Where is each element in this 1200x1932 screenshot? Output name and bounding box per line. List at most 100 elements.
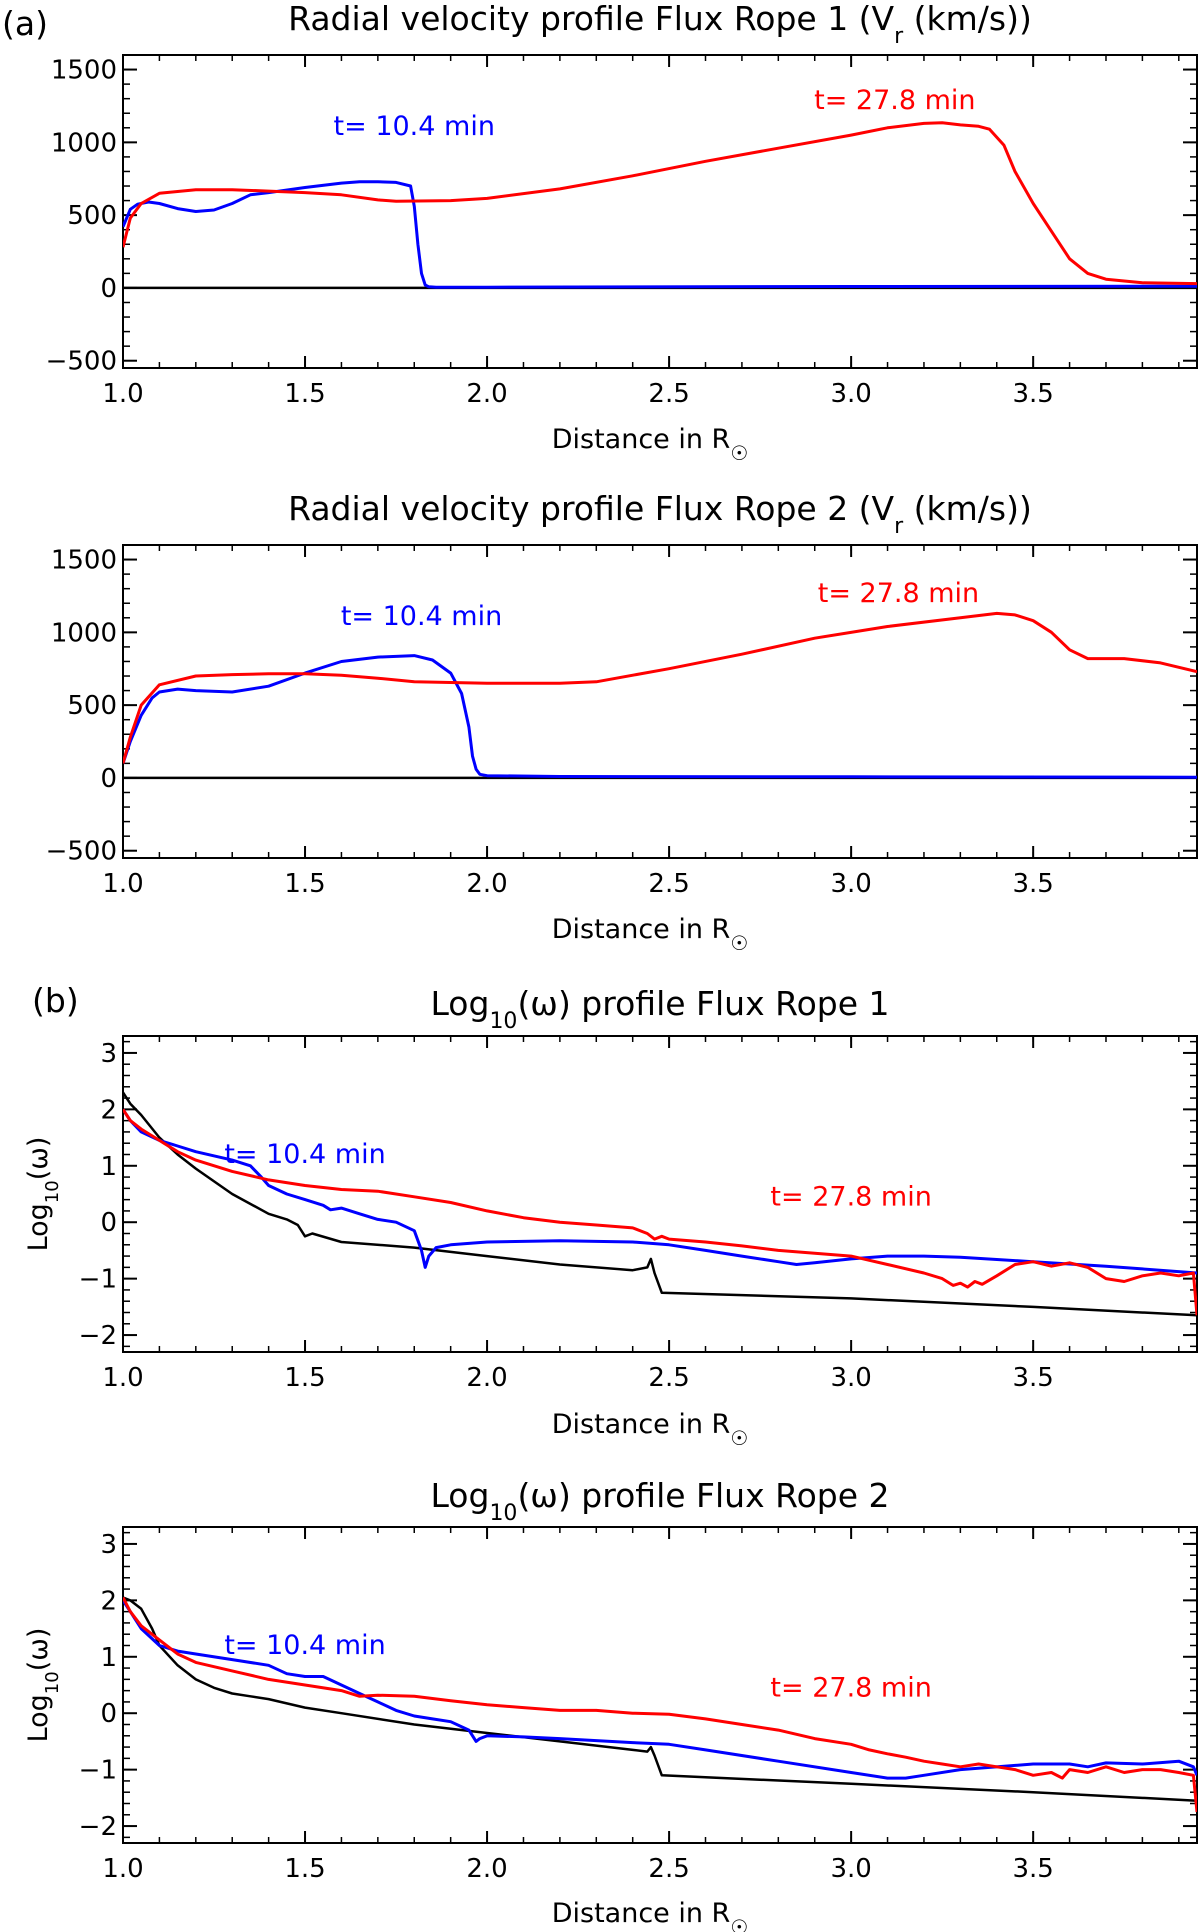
x-axis-label-sun-symbol: ☉ — [730, 1426, 748, 1450]
series-line-baseline — [123, 1596, 1197, 1802]
y-axis-label-main: Log — [23, 1203, 54, 1251]
x-tick-label: 2.0 — [466, 1854, 507, 1884]
y-tick-label: 3 — [100, 1039, 117, 1069]
y-tick-label: 0 — [100, 274, 117, 304]
chart-title-main: Log — [430, 984, 489, 1023]
annotation-early: t= 10.4 min — [224, 1630, 385, 1661]
series-line-late — [123, 611, 1197, 764]
y-tick-label: 1000 — [51, 618, 117, 648]
x-tick-label: 2.5 — [648, 1854, 689, 1884]
y-tick-label: −1 — [79, 1756, 117, 1786]
chart-title-subscript: r — [894, 24, 904, 49]
y-tick-label: 1 — [100, 1152, 117, 1182]
y-axis-label: Log10(ω) — [23, 1628, 63, 1743]
x-axis-label-text: Distance in R — [552, 1409, 731, 1440]
chart-title: Log10(ω) profile Flux Rope 2 — [430, 1476, 889, 1526]
series-line-late — [123, 1108, 1197, 1316]
x-axis-label: Distance in R☉ — [552, 424, 749, 465]
x-tick-label: 3.5 — [1012, 379, 1053, 409]
x-tick-label: 2.5 — [648, 869, 689, 899]
y-tick-label: 1500 — [51, 546, 117, 576]
y-axis-label: Log10(ω) — [23, 1137, 63, 1252]
y-tick-label: 1000 — [51, 128, 117, 158]
y-tick-label: 0 — [100, 1208, 117, 1238]
x-tick-label: 1.0 — [102, 869, 143, 899]
chart-title-subscript: 10 — [489, 1009, 517, 1034]
x-axis-label-text: Distance in R — [552, 914, 731, 945]
annotation-early: t= 10.4 min — [334, 111, 495, 142]
x-tick-label: 1.5 — [284, 1854, 325, 1884]
y-tick-label: 2 — [100, 1586, 117, 1616]
y-tick-label: 0 — [100, 1699, 117, 1729]
y-tick-label: −500 — [46, 837, 117, 867]
x-tick-label: 3.0 — [830, 869, 871, 899]
x-tick-label: 3.5 — [1012, 1854, 1053, 1884]
y-axis-label-main: Log — [23, 1694, 54, 1742]
x-tick-label: 1.0 — [102, 379, 143, 409]
x-axis-label: Distance in R☉ — [552, 914, 749, 955]
chart-title-main: Radial velocity profile Flux Rope 1 (V — [288, 0, 894, 38]
series-line-early — [123, 1108, 1197, 1275]
x-tick-label: 3.0 — [830, 1363, 871, 1393]
panel-label-a: (a) — [2, 4, 48, 43]
x-tick-label: 2.5 — [648, 379, 689, 409]
series-line-late — [123, 121, 1197, 286]
y-tick-label: 1 — [100, 1643, 117, 1673]
plot-frame — [122, 1526, 1198, 1844]
y-axis-label-end: (ω) — [23, 1137, 54, 1181]
y-axis-label-end: (ω) — [23, 1628, 54, 1672]
y-axis-label-subscript: 10 — [42, 1671, 63, 1694]
y-tick-label: 2 — [100, 1095, 117, 1125]
annotation-late: t= 27.8 min — [814, 85, 975, 116]
annotation-late: t= 27.8 min — [818, 578, 979, 609]
y-axis-label-subscript: 10 — [42, 1180, 63, 1203]
x-tick-label: 3.0 — [830, 1854, 871, 1884]
chart-panel-flux-rope-2-log-omega: Log10(ω) profile Flux Rope 21.0 1.5 2.0 2.5… — [23, 1476, 1198, 1932]
chart-title-end: (ω) profile Flux Rope 2 — [517, 1476, 889, 1515]
chart-panel-flux-rope-1-velocity: Radial velocity profile Flux Rope 1 (Vr … — [46, 0, 1198, 465]
x-tick-label: 2.0 — [466, 869, 507, 899]
series-line-early — [123, 1599, 1197, 1780]
chart-title: Radial velocity profile Flux Rope 1 (Vr … — [288, 0, 1032, 49]
x-tick-label: 1.5 — [284, 1363, 325, 1393]
x-axis-label: Distance in R☉ — [552, 1898, 749, 1932]
y-tick-label: 3 — [100, 1530, 117, 1560]
chart-title-main: Radial velocity profile Flux Rope 2 (V — [288, 489, 894, 528]
chart-panel-flux-rope-2-velocity: Radial velocity profile Flux Rope 2 (Vr … — [46, 489, 1198, 955]
y-tick-label: 0 — [100, 764, 117, 794]
chart-title-main: Log — [430, 1476, 489, 1515]
chart-title-subscript: r — [894, 514, 904, 539]
annotation-early: t= 10.4 min — [341, 601, 502, 632]
x-tick-label: 1.5 — [284, 379, 325, 409]
chart-title: Radial velocity profile Flux Rope 2 (Vr … — [288, 489, 1032, 539]
x-tick-label: 1.5 — [284, 869, 325, 899]
series-line-baseline — [123, 1091, 1197, 1317]
chart-title-subscript: 10 — [489, 1501, 517, 1526]
x-tick-label: 3.0 — [830, 379, 871, 409]
annotation-late: t= 27.8 min — [770, 1672, 931, 1703]
chart-title-end: (km/s)) — [903, 0, 1032, 38]
panel-label-b: (b) — [32, 981, 79, 1020]
x-tick-label: 2.0 — [466, 1363, 507, 1393]
plot-frame — [122, 1035, 1198, 1353]
x-tick-label: 3.5 — [1012, 1363, 1053, 1393]
y-tick-label: −1 — [79, 1265, 117, 1295]
x-tick-label: 3.5 — [1012, 869, 1053, 899]
plot-frame — [122, 54, 1198, 369]
annotation-late: t= 27.8 min — [770, 1181, 931, 1212]
x-axis-label-text: Distance in R — [552, 424, 731, 455]
series-line-early — [123, 180, 1197, 289]
y-tick-label: 500 — [67, 691, 117, 721]
x-axis-label-sun-symbol: ☉ — [730, 931, 748, 955]
chart-title: Log10(ω) profile Flux Rope 1 — [430, 984, 889, 1034]
plot-frame — [122, 544, 1198, 859]
x-axis-label: Distance in R☉ — [552, 1409, 749, 1450]
annotation-early: t= 10.4 min — [224, 1139, 385, 1170]
chart-title-end: (km/s)) — [903, 489, 1032, 528]
x-axis-label-sun-symbol: ☉ — [730, 441, 748, 465]
y-tick-label: 1500 — [51, 56, 117, 86]
x-tick-label: 1.0 — [102, 1854, 143, 1884]
x-axis-label-text: Distance in R — [552, 1898, 731, 1929]
y-tick-label: −500 — [46, 347, 117, 377]
